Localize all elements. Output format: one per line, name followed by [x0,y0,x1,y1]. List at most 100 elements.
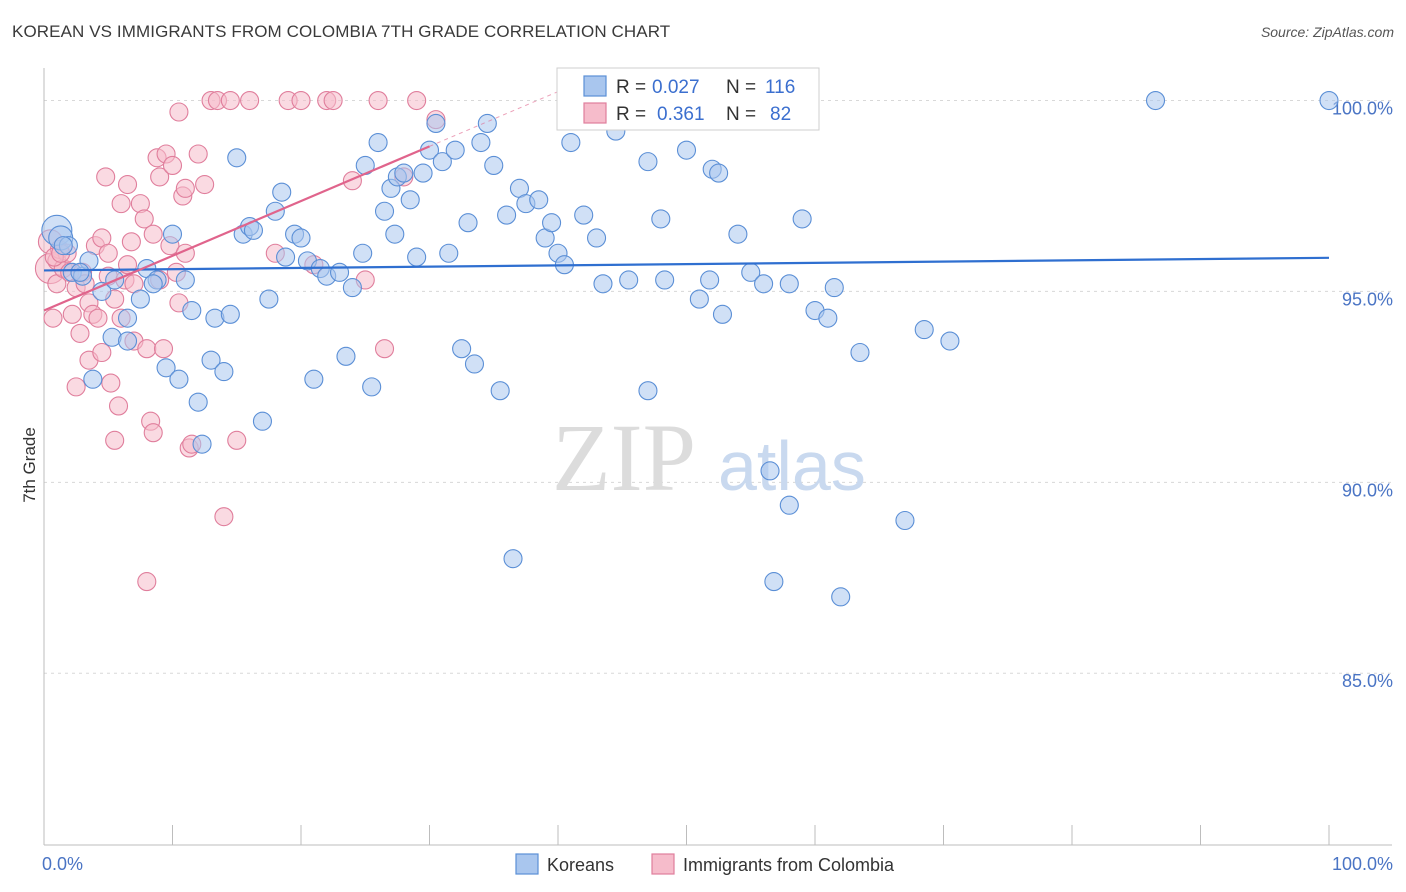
korean-point [432,152,452,172]
korean-point [304,369,324,389]
colombia-point [220,90,240,111]
colombia-point [227,430,247,450]
korean-point [83,369,103,389]
watermark-atlas: atlas [718,427,866,505]
korean-point [117,308,138,328]
korean-point [400,190,420,210]
korean-point [689,289,709,309]
stats-n-value-korean: 116 [765,77,795,98]
korean-point [329,262,350,282]
korean-point [1319,90,1339,111]
colombia-point [117,255,138,275]
korean-point [764,572,784,592]
legend-swatch-colombia [651,853,675,875]
colombia-point [407,90,427,111]
korean-point [362,377,382,397]
korean-point [638,152,658,172]
colombia-point [101,373,121,393]
korean-point [175,270,195,290]
korean-point [490,381,510,401]
stats-r-value-korean: 0.027 [652,77,700,98]
korean-point [276,247,296,267]
korean-point [394,163,414,183]
korean-point [651,209,671,229]
korean-point [143,274,163,294]
legend: Koreans Immigrants from Colombia [515,853,895,875]
korean-point [586,228,607,248]
colombia-point [121,232,141,252]
legend-label-korean: Koreans [547,855,614,875]
y-tick-label: 85.0% [1342,671,1393,691]
legend-label-colombia: Immigrants from Colombia [683,855,895,875]
stats-box: R = 0.027 N = 116 R = 0.361 N = 82 [556,67,820,131]
stats-n-value-colombia: 82 [770,104,791,125]
korean-point [471,132,491,153]
korean-point [619,270,639,290]
colombia-point [195,174,215,195]
korean-point [162,224,183,244]
korean-point [754,274,774,294]
korean-point [70,262,90,282]
korean-point [458,213,478,233]
korean-point [529,190,549,210]
korean-point [452,339,472,359]
korean-point [407,247,427,267]
korean-point [700,270,720,290]
korean-point [259,289,279,309]
colombia-point [117,174,138,195]
korean-point [169,369,189,389]
colombia-point [96,167,116,187]
korean-point [53,236,73,256]
stats-swatch-korean [583,75,607,97]
stats-r-label-colombia: R = [616,104,646,125]
grid-layer [44,100,1392,674]
colombia-point [368,90,388,111]
korean-point [201,350,221,370]
korean-point [503,549,523,569]
korean-point [760,461,780,481]
colombia-point [43,308,63,328]
axis-layer: 100.0% 95.0% 90.0% 85.0% 0.0% 100.0% [42,68,1393,874]
korean-point [638,381,658,401]
korean-point [914,320,934,340]
korean-point [220,304,240,324]
colombia-point [105,430,125,450]
korean-point [818,308,838,328]
colombia-point [214,507,234,527]
korean-point [439,243,459,263]
watermark: ZIP atlas [552,404,866,511]
colombia-point [66,377,86,397]
colombia-point [323,90,343,111]
colombia-point [70,323,90,343]
korean-point [542,213,562,233]
korean-point [368,132,388,153]
x-tick-label: 0.0% [42,854,83,874]
korean-point [445,140,465,160]
korean-point [192,434,212,454]
korean-point [497,205,517,225]
colombia-point [143,423,163,443]
korean-point [728,224,748,244]
korean-point [272,182,292,202]
korean-point [182,300,202,321]
source-label: Source: ZipAtlas.com [1260,24,1394,40]
korean-point [850,342,870,363]
korean-point [831,587,851,607]
watermark-zip: ZIP [552,404,696,511]
x-tick-label: 100.0% [1332,854,1393,874]
korean-point [895,510,915,531]
colombia-point [98,243,118,263]
stats-n-label-korean: N = [726,77,756,98]
stats-r-label-korean: R = [616,77,646,98]
korean-point [214,362,234,382]
colombia-point [62,304,82,324]
korean-point [291,228,311,248]
colombia-point [188,144,208,164]
colombia-point [92,342,112,363]
korean-point [824,278,844,298]
korean-point [484,155,504,175]
korean-point [1145,90,1166,111]
colombia-trend-line [43,145,430,312]
korean-point [593,274,613,294]
